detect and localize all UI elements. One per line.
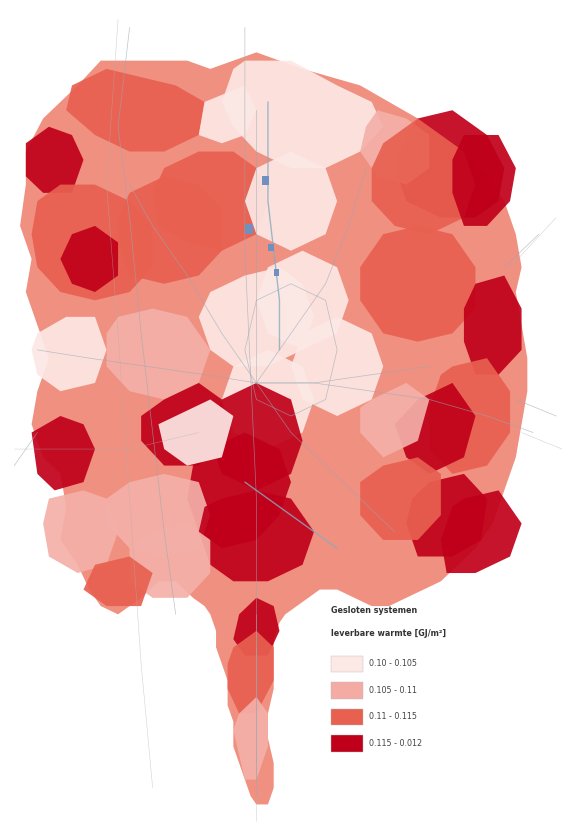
Polygon shape	[26, 126, 83, 193]
Polygon shape	[222, 350, 314, 449]
Bar	[331, 735, 363, 751]
Polygon shape	[222, 61, 383, 168]
Polygon shape	[158, 399, 233, 466]
Polygon shape	[360, 383, 430, 458]
Polygon shape	[464, 275, 521, 374]
Polygon shape	[61, 226, 118, 292]
Polygon shape	[107, 309, 210, 399]
Polygon shape	[360, 226, 475, 342]
Polygon shape	[291, 317, 383, 416]
Polygon shape	[452, 135, 516, 226]
Polygon shape	[199, 86, 257, 143]
Polygon shape	[141, 383, 222, 466]
Polygon shape	[395, 383, 475, 474]
Bar	[274, 269, 279, 275]
Polygon shape	[395, 110, 504, 218]
Bar	[245, 225, 253, 234]
Polygon shape	[228, 631, 274, 714]
Polygon shape	[118, 176, 222, 284]
Polygon shape	[210, 383, 303, 490]
Bar	[268, 244, 274, 250]
Bar	[331, 656, 363, 672]
Polygon shape	[257, 250, 349, 350]
Bar	[331, 709, 363, 726]
Polygon shape	[199, 490, 314, 582]
Polygon shape	[31, 185, 152, 300]
Text: 0.10 - 0.105: 0.10 - 0.105	[369, 660, 417, 668]
Polygon shape	[372, 118, 475, 234]
Text: 0.105 - 0.11: 0.105 - 0.11	[369, 686, 417, 695]
Polygon shape	[406, 474, 487, 557]
Text: 0.11 - 0.115: 0.11 - 0.115	[369, 712, 417, 721]
Polygon shape	[31, 317, 107, 391]
Polygon shape	[233, 697, 268, 780]
Polygon shape	[66, 69, 204, 151]
Polygon shape	[83, 557, 152, 606]
Text: 0.115 - 0.012: 0.115 - 0.012	[369, 739, 422, 748]
Text: Gesloten systemen: Gesloten systemen	[331, 606, 418, 615]
Bar	[262, 176, 269, 185]
Polygon shape	[31, 416, 95, 490]
Polygon shape	[360, 458, 441, 540]
Polygon shape	[20, 52, 527, 805]
Polygon shape	[199, 267, 314, 366]
Polygon shape	[130, 523, 210, 598]
Polygon shape	[233, 598, 279, 656]
Polygon shape	[187, 433, 291, 548]
Polygon shape	[43, 490, 118, 573]
Text: leverbare warmte [GJ/m²]: leverbare warmte [GJ/m²]	[331, 629, 446, 638]
Polygon shape	[360, 110, 430, 185]
Polygon shape	[152, 151, 268, 250]
Polygon shape	[245, 151, 337, 250]
Bar	[331, 682, 363, 699]
Polygon shape	[107, 474, 210, 557]
Polygon shape	[430, 358, 510, 474]
Polygon shape	[441, 490, 521, 573]
